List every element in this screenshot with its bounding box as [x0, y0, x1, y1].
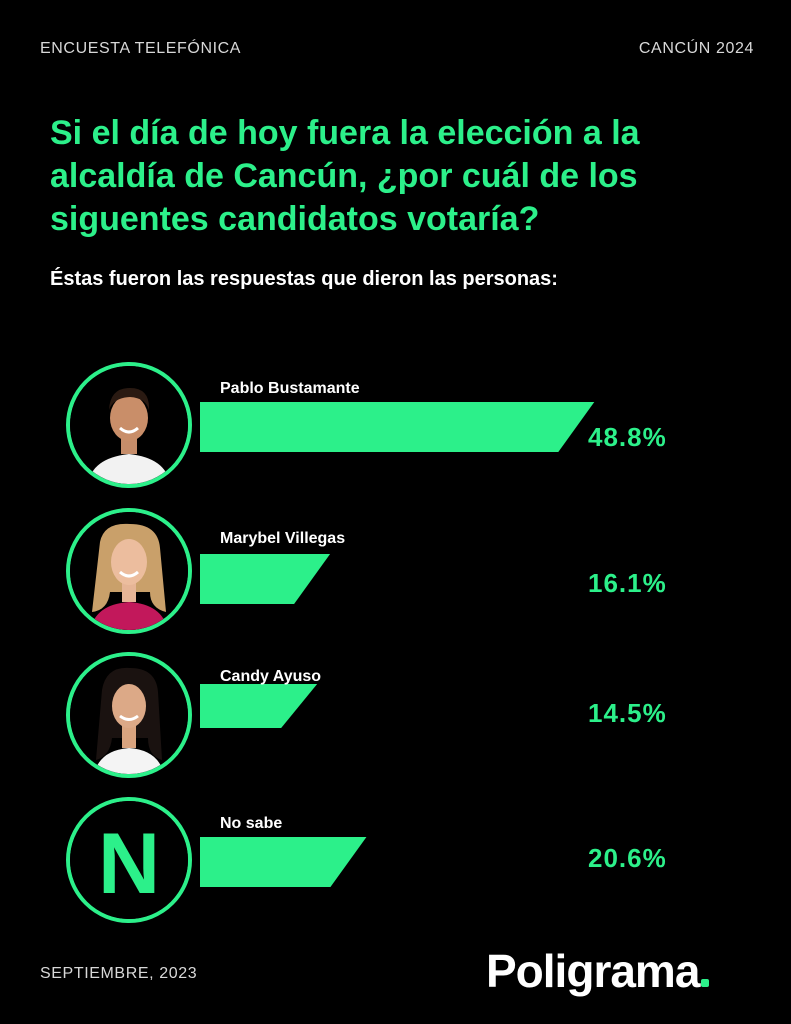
avatar [66, 652, 192, 778]
bar-1 [200, 402, 595, 452]
bar-mark [200, 554, 331, 604]
candidate-name: Marybel Villegas [220, 530, 346, 547]
bar-3 [200, 684, 318, 728]
candidate-name: Pablo Bustamante [220, 380, 360, 397]
woman-portrait-icon [70, 512, 188, 630]
candidate-row-2: Marybel Villegas 16.1% [0, 508, 791, 638]
question-title: Si el día de hoy fuera la elección a la … [50, 114, 640, 238]
value-label: 48.8% [588, 422, 667, 452]
letter-n: N [98, 816, 160, 912]
no-sabe-icon: N [70, 801, 188, 919]
location-year-label: CANCÚN 2024 [638, 40, 754, 57]
logo-dot-icon [701, 979, 710, 987]
survey-date: SEPTIEMBRE, 2023 [40, 965, 198, 982]
woman-portrait-icon [70, 656, 188, 774]
man-portrait-icon [70, 366, 188, 484]
brand-logo: Poligrama [486, 944, 710, 998]
candidate-name: No sabe [220, 815, 283, 832]
candidate-row-3: Candy Ayuso 14.5% [0, 652, 791, 782]
avatar: N [66, 797, 192, 923]
candidate-name: Candy Ayuso [220, 668, 322, 685]
bar-mark [200, 402, 595, 452]
avatar [66, 508, 192, 634]
bar-2 [200, 554, 331, 604]
bar-4 [200, 837, 367, 887]
candidate-row-4: N No sabe 20.6% [0, 797, 791, 927]
brand-name: Poligrama [486, 945, 700, 997]
value-label: 16.1% [588, 568, 667, 598]
value-label: 14.5% [588, 698, 667, 728]
subtitle: Éstas fueron las respuestas que dieron l… [50, 268, 558, 290]
value-label: 20.6% [588, 843, 667, 873]
bar-mark [200, 684, 318, 728]
survey-type-label: ENCUESTA TELEFÓNICA [40, 40, 242, 57]
candidate-row-1: Pablo Bustamante 48.8% [0, 362, 791, 492]
bar-mark [200, 837, 367, 887]
avatar [66, 362, 192, 488]
